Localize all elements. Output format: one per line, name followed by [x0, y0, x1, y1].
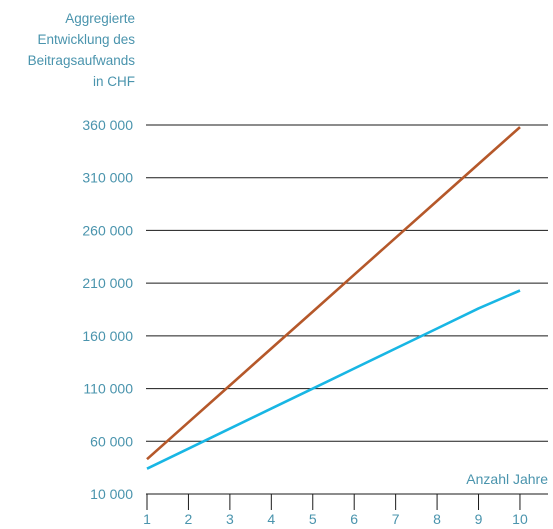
y-tick-label: 310 000 [82, 170, 133, 186]
x-tick-label: 9 [475, 511, 483, 527]
y-tick-label: 10 000 [90, 486, 133, 502]
x-tick-label: 10 [512, 511, 528, 527]
y-tick-label: 60 000 [90, 433, 133, 449]
x-tick-label: 2 [185, 511, 193, 527]
y-tick-label: 110 000 [83, 381, 133, 397]
y-tick-label: 360 000 [82, 117, 133, 133]
y-axis-title: Aggregierte Entwicklung des Beitragsaufwan… [28, 11, 136, 89]
x-tick-label: 3 [226, 511, 234, 527]
x-axis: 1 2 3 4 5 6 7 8 9 10 [143, 493, 548, 527]
y-axis-title-line: Aggregierte [65, 11, 135, 26]
x-tick-label: 6 [350, 511, 358, 527]
y-axis-title-line: Beitragsaufwands [28, 53, 136, 68]
y-axis-title-line: in CHF [93, 74, 135, 89]
y-tick-labels: 10 000 60 000 110 000 160 000 210 000 260 000… [82, 117, 133, 502]
series-lines [146, 126, 521, 470]
x-tick-label: 4 [267, 511, 275, 527]
x-tick-label: 8 [433, 511, 441, 527]
x-tick-label: 5 [309, 511, 317, 527]
x-tick-label: 7 [392, 511, 400, 527]
y-tick-label: 210 000 [82, 275, 133, 291]
series-line-1 [146, 126, 521, 461]
y-axis-title-line: Entwicklung des [37, 32, 135, 47]
x-axis-title: Anzahl Jahre [466, 471, 548, 487]
x-tick-label: 1 [143, 511, 151, 527]
y-tick-label: 160 000 [82, 328, 133, 344]
y-tick-label: 260 000 [82, 222, 133, 238]
series-line-2 [146, 289, 521, 470]
gridlines [146, 124, 548, 442]
